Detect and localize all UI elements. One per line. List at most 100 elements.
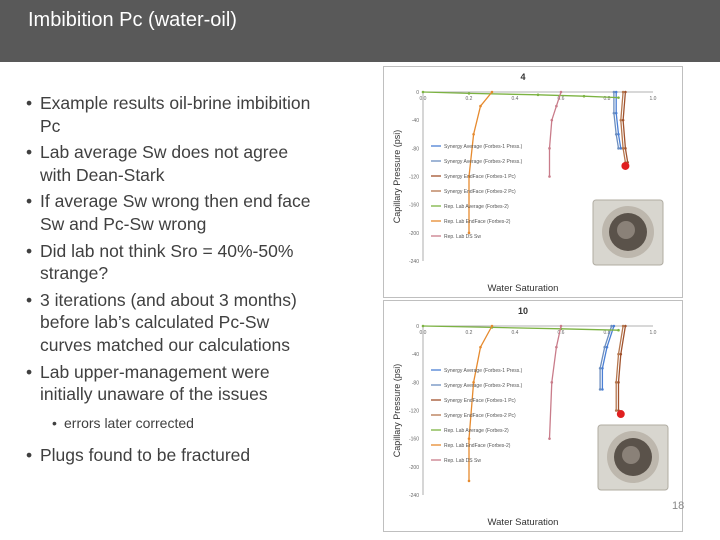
series-point [612,111,616,115]
y-tick-label: 0 [416,324,419,330]
core-plug-photo [592,199,664,266]
y-tick-label: -160 [409,437,419,443]
series-point [472,132,475,136]
series-point [624,147,627,150]
y-tick-label: -80 [412,380,419,386]
y-tick-label: -40 [412,118,419,124]
legend-label: Synergy EndFace (Forbes-2 Pc) [444,413,516,419]
y-tick-label: -200 [409,465,419,471]
series-point [619,147,623,150]
series-point [467,231,471,235]
legend-label: Synergy EndFace (Forbes-2 Pc) [444,189,516,195]
series-line [601,325,615,390]
chart-frame [383,300,683,532]
bullet-item: Plugs found to be fractured [26,444,316,467]
series-line [615,92,622,149]
series-point [559,90,563,94]
slide-title: Imbibition Pc (water-oil) [28,9,237,31]
series-line [422,325,619,331]
x-tick-label: 0.2 [466,96,473,102]
series-point [490,90,494,94]
series-point [467,479,471,483]
series-point [555,104,558,108]
series-point [472,381,475,384]
series-point [467,92,471,95]
series-line [622,91,629,163]
series-point [617,328,620,332]
series-point [621,90,625,94]
plug-center [622,446,640,464]
series-point [614,132,618,136]
series-point [479,345,482,349]
ds-sw-point [616,410,625,419]
series-point [548,437,551,440]
page-number: 18 [672,500,685,512]
series-point [548,147,551,150]
x-tick-label: 0.8 [604,330,611,336]
series-line [599,325,613,390]
chart-title: 10 [518,306,528,316]
legend-label: Synergy Average (Forbes-1 Press.) [444,368,523,374]
series-point [617,132,620,136]
y-tick-label: -160 [409,203,419,209]
chart-title: 4 [520,72,525,82]
series-point [550,118,554,122]
series-point [612,90,616,94]
bullet-item: Did lab not think Sro = 40%-50% strange? [26,240,316,285]
series-point [619,352,623,356]
title-bar: Imbibition Pc (water-oil) [0,0,720,62]
x-tick-label: 0.0 [420,96,427,102]
x-axis-label: Water Saturation [488,517,559,528]
y-tick-label: -40 [412,352,419,358]
y-tick-label: -240 [409,259,419,265]
x-tick-label: 0.4 [512,96,519,102]
series-point [555,345,558,349]
series-point [614,381,618,384]
bullet-item: If average Sw wrong then end face Sw and… [26,190,316,235]
y-tick-label: -120 [409,175,419,181]
x-tick-label: 0.8 [604,96,611,102]
bullet-list: Example results oil-brine imbibition Pc … [26,92,316,471]
series-point [598,388,602,391]
series-point [603,345,606,349]
bullet-item: Example results oil-brine imbibition Pc [26,92,316,137]
legend-label: Rep. Lab Average (Forbes-2) [444,204,509,210]
series-point [490,324,494,328]
series-point [421,90,425,94]
series-line [620,91,627,163]
plug-center [617,221,635,239]
x-tick-label: 0.0 [420,330,427,336]
series-point [612,324,616,328]
y-tick-label: -240 [409,493,419,499]
series-point [605,345,609,349]
series-point [621,324,625,328]
y-axis-label: Capillary Pressure (psi) [392,364,402,458]
series-point [598,366,602,370]
series-point [601,388,604,391]
y-tick-label: -80 [412,146,419,152]
y-tick-label: -120 [409,409,419,415]
series-point [559,324,563,328]
bullet-item: Lab upper-management were initially unaw… [26,361,316,406]
legend-label: Synergy Average (Forbes-2 Press.) [444,383,523,389]
series-point [614,90,618,94]
ds-sw-point [621,161,630,170]
x-tick-label: 1.0 [650,330,657,336]
bullet-item: Lab average Sw does not agree with Dean-… [26,141,316,186]
series-point [624,324,627,328]
series-point [550,381,554,384]
sub-bullet-item: errors later corrected [26,412,316,435]
series-point [619,118,623,122]
series-point [601,366,604,370]
legend-label: Synergy Average (Forbes-1 Press.) [444,144,523,150]
y-axis-label: Capillary Pressure (psi) [392,130,402,224]
series-point [467,437,471,440]
series-line [613,92,620,149]
series-point [421,324,425,328]
series-point [479,104,482,108]
core-plug-photo [597,424,669,491]
x-tick-label: 0.4 [512,330,519,336]
legend-label: Synergy EndFace (Forbes-1 Pc) [444,174,516,180]
pc-chart-top: 4 0.0 0.2 0.4 0.6 0.8 1.0 0 -40 -80 -120 -160 -200 -2… [383,66,683,298]
bullet-item: 3 iterations (and about 3 months) before… [26,289,316,357]
